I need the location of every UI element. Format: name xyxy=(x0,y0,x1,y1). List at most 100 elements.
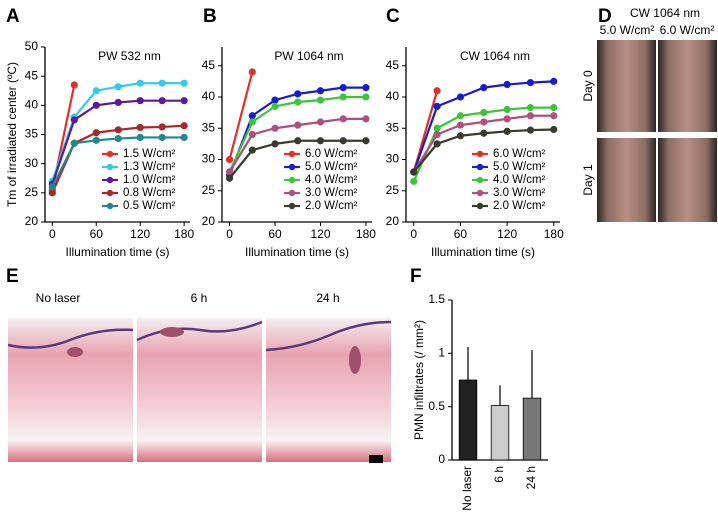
data-point xyxy=(248,130,256,139)
data-point xyxy=(114,126,122,134)
data-point xyxy=(362,115,370,123)
panel-label: A xyxy=(6,6,20,27)
chart-title: CW 1064 nm xyxy=(460,49,530,63)
photo xyxy=(658,138,717,222)
y-axis-label: Tm of irradiated center (ºC) xyxy=(5,62,19,207)
data-point xyxy=(410,168,418,176)
data-point xyxy=(526,126,535,134)
legend-marker xyxy=(106,202,114,210)
column-label: 6.0 W/cm² xyxy=(660,23,715,37)
data-point xyxy=(433,140,441,148)
data-point xyxy=(271,124,279,132)
chart-title: PW 1064 nm xyxy=(274,49,343,63)
photo xyxy=(658,40,717,132)
scale-bar xyxy=(369,455,383,463)
data-point xyxy=(410,177,418,185)
data-point xyxy=(225,168,234,176)
data-point xyxy=(339,137,347,145)
y-tick-label: 0 xyxy=(438,452,445,466)
y-tick-label: 45 xyxy=(202,58,216,72)
data-point xyxy=(70,139,78,147)
y-tick-label: 40 xyxy=(202,89,216,103)
data-point xyxy=(158,79,166,87)
legend-label: 3.0 W/cm² xyxy=(493,187,546,199)
data-point xyxy=(480,118,488,126)
legend-label: 5.0 W/cm² xyxy=(493,161,546,173)
legend-marker xyxy=(288,150,296,158)
photo xyxy=(597,138,656,222)
photo xyxy=(597,40,656,132)
data-point xyxy=(503,105,511,114)
legend-label: 4.0 W/cm² xyxy=(305,174,358,186)
y-tick-label: 30 xyxy=(25,156,39,170)
image-label: 24 h xyxy=(316,291,339,305)
data-point xyxy=(550,77,558,85)
legend-marker xyxy=(106,150,114,158)
y-tick-label: 30 xyxy=(202,152,216,166)
data-point xyxy=(456,132,465,140)
data-point xyxy=(433,102,441,110)
data-point xyxy=(114,134,122,143)
legend-marker xyxy=(476,176,484,184)
data-point xyxy=(136,123,144,132)
data-point xyxy=(339,84,347,92)
image-label: No laser xyxy=(36,291,81,305)
data-point xyxy=(48,189,56,197)
legend-marker xyxy=(288,176,296,184)
data-point xyxy=(180,97,188,105)
x-tick-label: 120 xyxy=(310,227,330,241)
legend-label: 1.5 W/cm² xyxy=(123,148,176,160)
x-tick-label: No laser xyxy=(460,466,474,511)
data-point xyxy=(136,97,144,105)
bar xyxy=(490,405,510,461)
x-axis-label: Illumination time (s) xyxy=(245,245,349,259)
column-label: 5.0 W/cm² xyxy=(600,23,655,37)
data-point xyxy=(158,97,166,105)
x-tick-label: 180 xyxy=(356,227,376,241)
panel-label: E xyxy=(6,266,19,287)
legend-label: 1.3 W/cm² xyxy=(123,161,176,173)
data-point xyxy=(92,129,100,137)
data-point xyxy=(180,79,188,87)
follicle xyxy=(67,347,83,357)
photo xyxy=(8,318,133,462)
data-point xyxy=(70,116,78,124)
data-point xyxy=(114,98,122,107)
data-point xyxy=(456,112,465,120)
data-point xyxy=(92,101,100,109)
legend-label: 6.0 W/cm² xyxy=(493,148,546,160)
data-point xyxy=(362,84,370,92)
data-point xyxy=(248,118,256,126)
data-point xyxy=(271,140,279,148)
y-tick-label: 25 xyxy=(386,183,400,197)
legend-marker xyxy=(476,163,484,171)
legend-marker xyxy=(288,189,296,197)
panel-label: F xyxy=(410,266,422,287)
data-point xyxy=(339,115,347,123)
data-point xyxy=(92,136,100,144)
x-tick-label: 180 xyxy=(174,227,194,241)
legend-label: 3.0 W/cm² xyxy=(305,187,358,199)
legend-marker xyxy=(476,150,484,158)
y-tick-label: 30 xyxy=(386,152,400,166)
x-tick-label: 24 h xyxy=(524,466,538,489)
y-axis-label: PMN infiltrates (/ mm²) xyxy=(412,320,426,440)
legend-marker xyxy=(476,202,484,210)
data-point xyxy=(362,93,370,101)
data-point xyxy=(339,93,347,101)
histology xyxy=(7,318,392,463)
legend-marker xyxy=(106,176,114,184)
data-point xyxy=(294,90,302,98)
x-tick-label: 6 h xyxy=(492,466,506,483)
y-tick-label: 20 xyxy=(25,214,39,228)
data-point xyxy=(248,146,256,154)
legend-label: 0.8 W/cm² xyxy=(123,187,176,199)
follicle xyxy=(349,346,361,374)
data-point xyxy=(92,87,100,95)
y-tick-label: 0.5 xyxy=(428,399,445,413)
y-tick-label: 45 xyxy=(25,68,39,82)
panel-title: CW 1064 nm xyxy=(630,6,700,20)
photo xyxy=(266,318,391,462)
y-tick-label: 20 xyxy=(386,214,400,228)
